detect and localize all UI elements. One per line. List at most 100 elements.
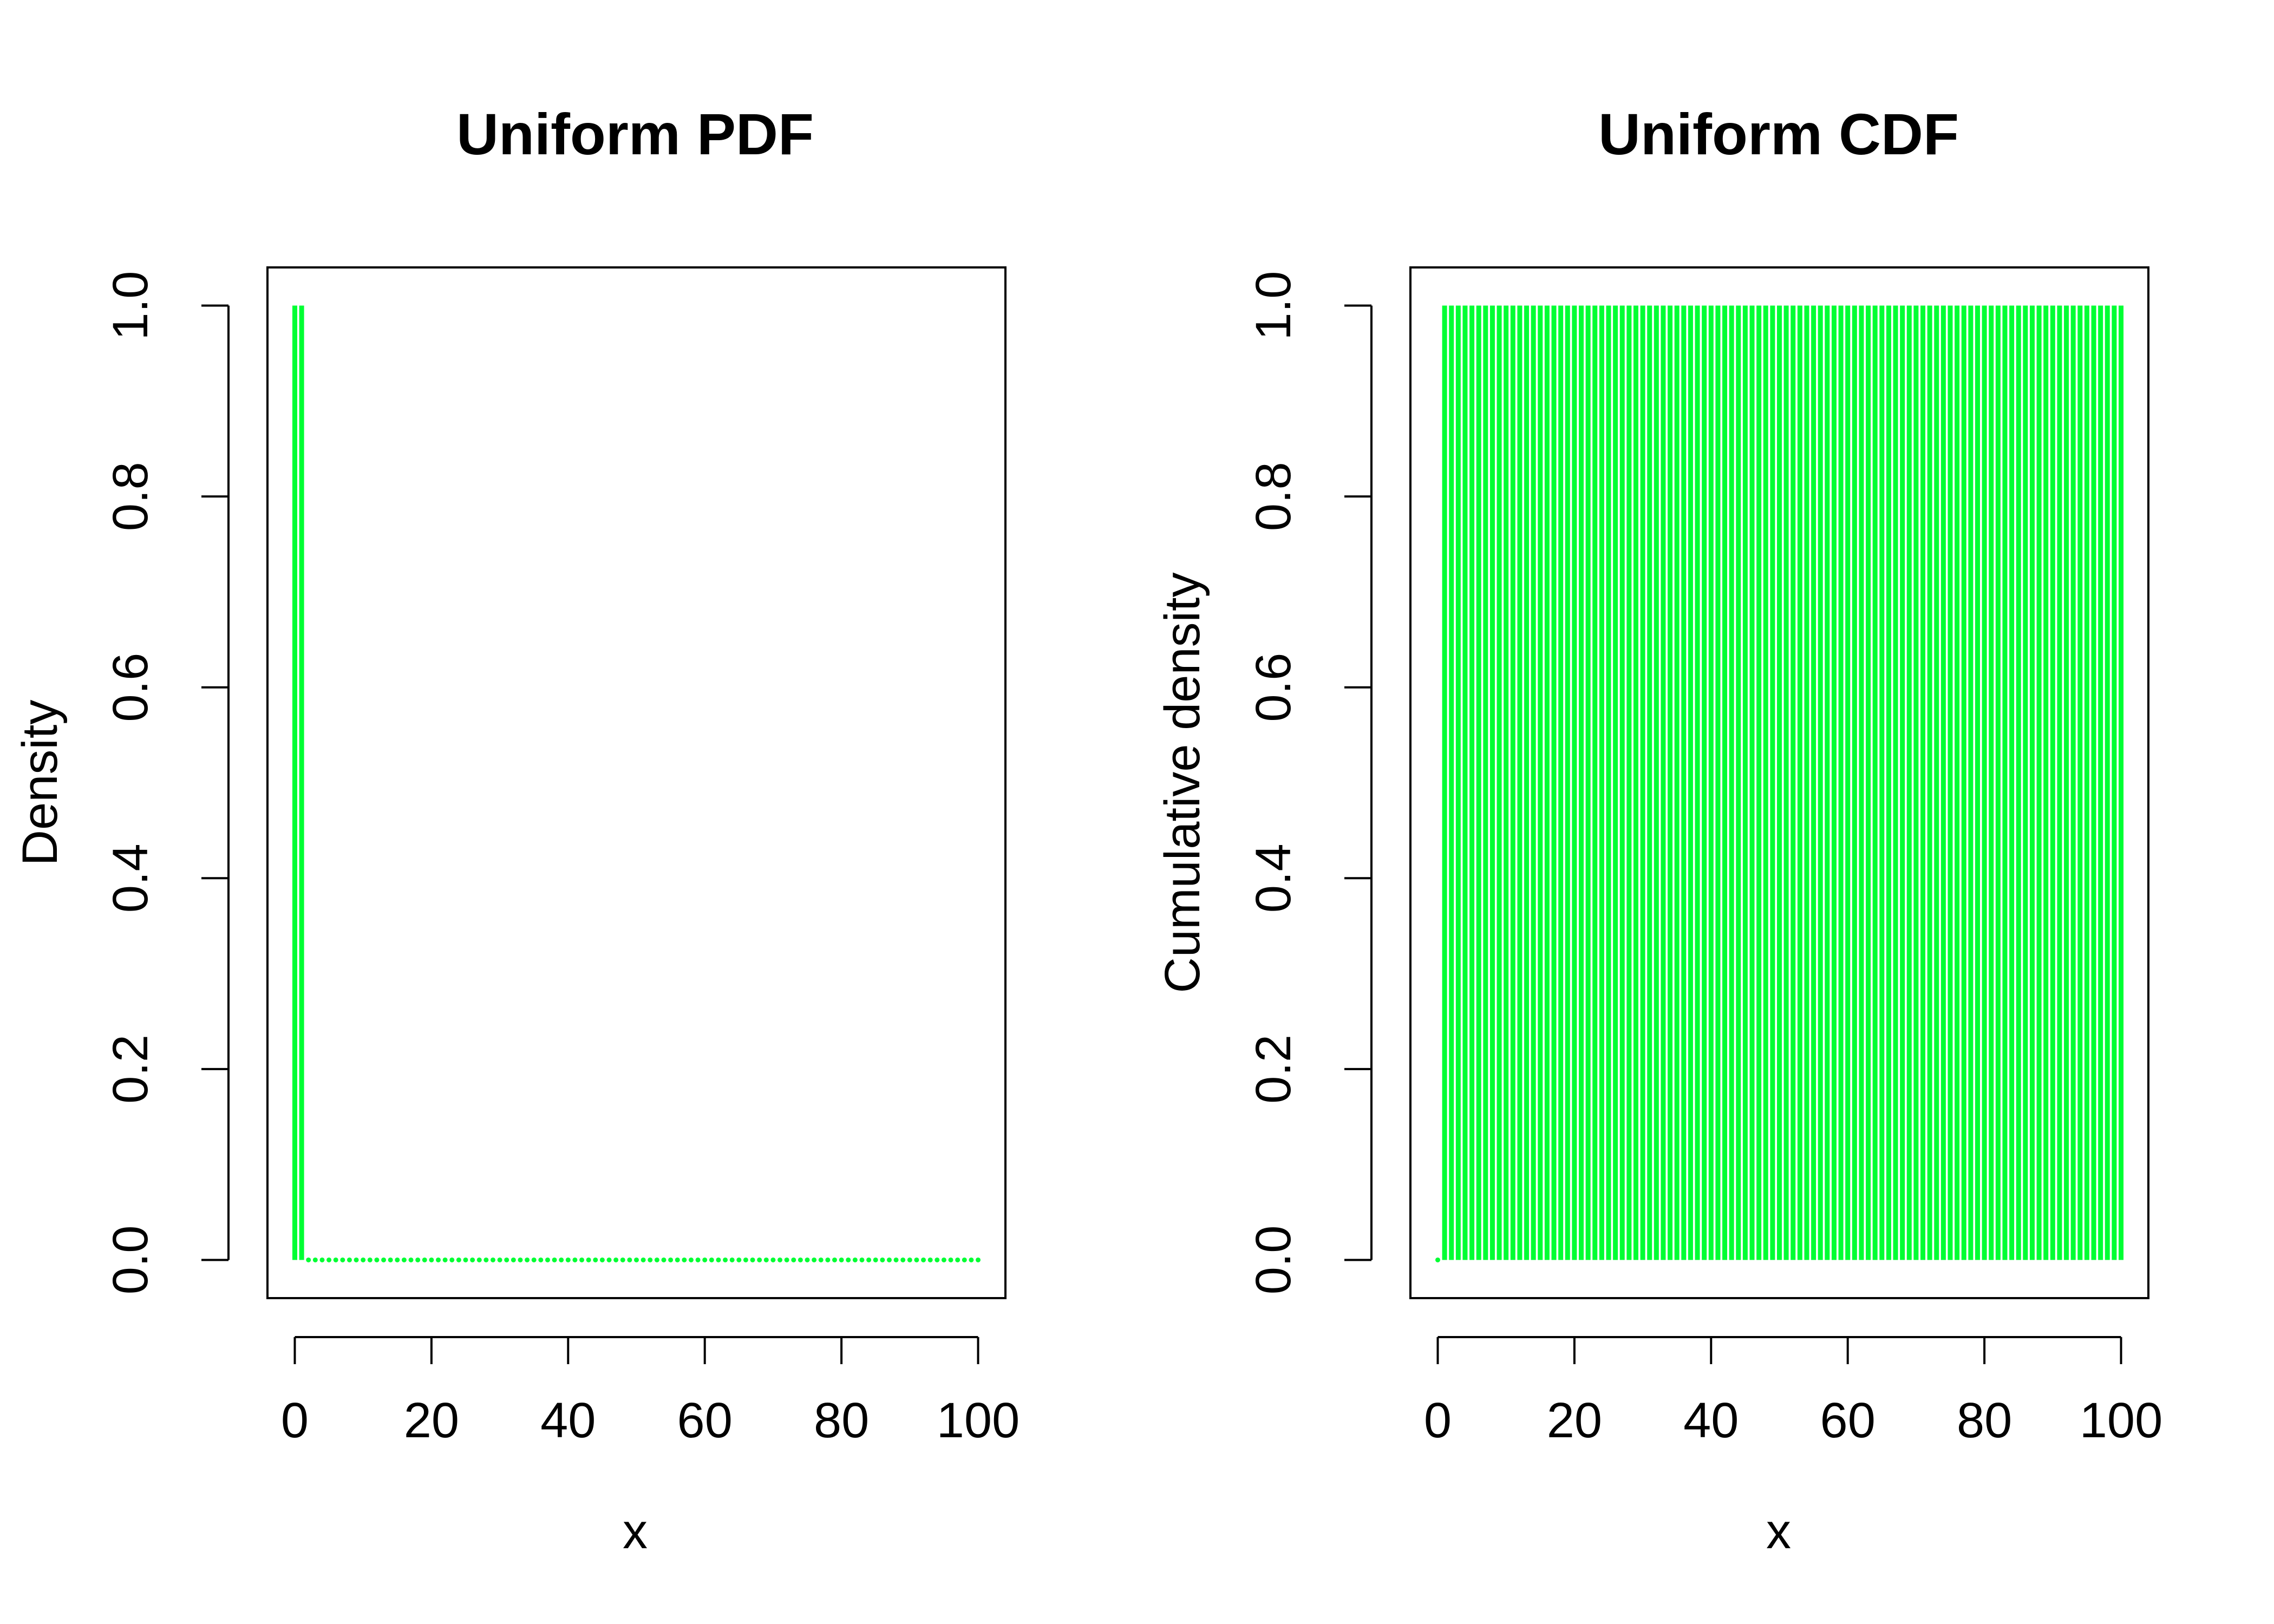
- cdf-y-axis-label: Cumulative density: [1155, 572, 1210, 993]
- pdf-series-0-point-18: [415, 1257, 421, 1262]
- pdf-series-0-point-78: [825, 1257, 831, 1262]
- pdf-series-0-point-73: [791, 1257, 796, 1262]
- pdf-series-0-point-58: [688, 1257, 694, 1262]
- pdf-series-0-point-44: [593, 1257, 598, 1262]
- pdf-x-axis: 0 20 40 60 80 100: [281, 1336, 1020, 1448]
- cdf-title: Uniform CDF: [1598, 101, 1959, 167]
- cdf-x-tick-label-4: 80: [1957, 1393, 2012, 1448]
- pdf-series-0-point-61: [709, 1257, 714, 1262]
- pdf-series-0-point-8: [347, 1257, 352, 1262]
- pdf-series-0-point-84: [866, 1257, 872, 1262]
- pdf-series-0-point-64: [729, 1257, 735, 1262]
- cdf-x-axis: 0 20 40 60 80 100: [1424, 1336, 2163, 1448]
- pdf-series-0-point-28: [483, 1257, 489, 1262]
- pdf-series-0-point-35: [531, 1257, 537, 1262]
- pdf-series-0-point-63: [723, 1257, 728, 1262]
- pdf-series-0-point-67: [750, 1257, 755, 1262]
- pdf-series-0-point-80: [839, 1257, 844, 1262]
- pdf-series-0-point-83: [859, 1257, 865, 1262]
- cdf-y-tick-label-5: 1.0: [1246, 271, 1301, 340]
- pdf-x-tick-label-2: 40: [540, 1393, 596, 1448]
- cdf-x-axis-label: x: [1766, 1504, 1791, 1559]
- cdf-series-0-point-0: [1435, 1257, 1440, 1262]
- pdf-title: Uniform PDF: [456, 101, 814, 167]
- pdf-series-0-point-32: [511, 1257, 516, 1262]
- cdf-panel: Uniform CDF 0 20 40 60 80 100 0.0 0.2 0.4 0.6 0.8…: [1155, 101, 2162, 1559]
- pdf-plot-frame: [266, 266, 1007, 1299]
- pdf-series-0-point-17: [408, 1257, 414, 1262]
- cdf-series-marks: [1435, 305, 2124, 1262]
- pdf-series-0-point-98: [962, 1257, 967, 1262]
- pdf-series-0-point-49: [627, 1257, 632, 1262]
- pdf-y-tick-label-5: 1.0: [103, 271, 158, 340]
- pdf-series-0-point-74: [798, 1257, 803, 1262]
- pdf-series-0-point-43: [586, 1257, 591, 1262]
- pdf-series-0-point-4: [319, 1257, 325, 1262]
- cdf-plot-frame: [1409, 266, 2149, 1299]
- pdf-series-0-point-16: [401, 1257, 407, 1262]
- pdf-series-0-point-45: [599, 1257, 605, 1262]
- pdf-series-0-point-50: [634, 1257, 639, 1262]
- pdf-series-0-point-11: [367, 1257, 373, 1262]
- pdf-y-tick-label-2: 0.4: [103, 843, 158, 913]
- pdf-series-0-point-53: [654, 1257, 659, 1262]
- pdf-series-0-point-52: [648, 1257, 653, 1262]
- pdf-series-0-point-41: [572, 1257, 578, 1262]
- pdf-series-0-point-59: [695, 1257, 701, 1262]
- pdf-series-0-point-93: [927, 1257, 933, 1262]
- pdf-series-0-point-15: [395, 1257, 400, 1262]
- pdf-series-0-point-27: [476, 1257, 482, 1262]
- pdf-y-tick-label-4: 0.8: [103, 462, 158, 531]
- pdf-series-0-point-69: [763, 1257, 769, 1262]
- pdf-series-0-point-68: [757, 1257, 762, 1262]
- cdf-y-tick-label-4: 0.8: [1246, 462, 1301, 531]
- pdf-series-0-point-31: [504, 1257, 509, 1262]
- cdf-x-tick-label-5: 100: [2080, 1393, 2163, 1448]
- pdf-series-0-point-19: [422, 1257, 427, 1262]
- pdf-series-0-point-87: [886, 1257, 892, 1262]
- pdf-series-0-point-91: [914, 1257, 919, 1262]
- pdf-series-0-point-96: [948, 1257, 953, 1262]
- pdf-y-tick-label-0: 0.0: [103, 1226, 158, 1295]
- pdf-series-0-point-65: [736, 1257, 742, 1262]
- pdf-series-0-point-66: [743, 1257, 748, 1262]
- pdf-x-tick-label-4: 80: [814, 1393, 869, 1448]
- pdf-series-0-point-47: [613, 1257, 619, 1262]
- pdf-series-0-point-88: [893, 1257, 899, 1262]
- pdf-series-0-point-22: [442, 1257, 448, 1262]
- pdf-y-axis-label: Density: [12, 700, 68, 866]
- pdf-series-0-point-12: [374, 1257, 380, 1262]
- pdf-x-axis-label: x: [623, 1504, 648, 1559]
- pdf-series-0-point-56: [675, 1257, 680, 1262]
- pdf-series-0-point-25: [463, 1257, 468, 1262]
- cdf-y-tick-label-0: 0.0: [1246, 1226, 1301, 1295]
- pdf-series-0-point-37: [545, 1257, 550, 1262]
- pdf-series-0-point-21: [436, 1257, 441, 1262]
- pdf-series-0-point-26: [470, 1257, 475, 1262]
- pdf-series-0-point-76: [812, 1257, 817, 1262]
- pdf-series-0-point-77: [818, 1257, 824, 1262]
- cdf-y-tick-label-3: 0.6: [1246, 653, 1301, 722]
- pdf-series-0-point-94: [935, 1257, 940, 1262]
- pdf-series-0-point-85: [873, 1257, 878, 1262]
- pdf-series-0-point-70: [770, 1257, 776, 1262]
- pdf-series-0-point-100: [976, 1257, 981, 1262]
- pdf-x-tick-label-1: 20: [404, 1393, 459, 1448]
- pdf-series-0-point-71: [777, 1257, 783, 1262]
- pdf-series-0-point-33: [518, 1257, 523, 1262]
- pdf-x-tick-label-3: 60: [677, 1393, 733, 1448]
- pdf-series-0-point-82: [852, 1257, 858, 1262]
- pdf-series-0-point-99: [969, 1257, 974, 1262]
- pdf-series-0-point-24: [456, 1257, 461, 1262]
- pdf-series-0-point-81: [846, 1257, 851, 1262]
- pdf-series-0-point-5: [326, 1257, 332, 1262]
- pdf-series-0-point-36: [538, 1257, 544, 1262]
- pdf-series-0-point-62: [716, 1257, 721, 1262]
- pdf-y-axis: 0.0 0.2 0.4 0.6 0.8 1.0: [103, 271, 230, 1295]
- pdf-series-0-point-89: [900, 1257, 906, 1262]
- cdf-x-tick-label-2: 40: [1683, 1393, 1739, 1448]
- pdf-x-tick-label-5: 100: [937, 1393, 1020, 1448]
- cdf-y-tick-label-1: 0.2: [1246, 1034, 1301, 1104]
